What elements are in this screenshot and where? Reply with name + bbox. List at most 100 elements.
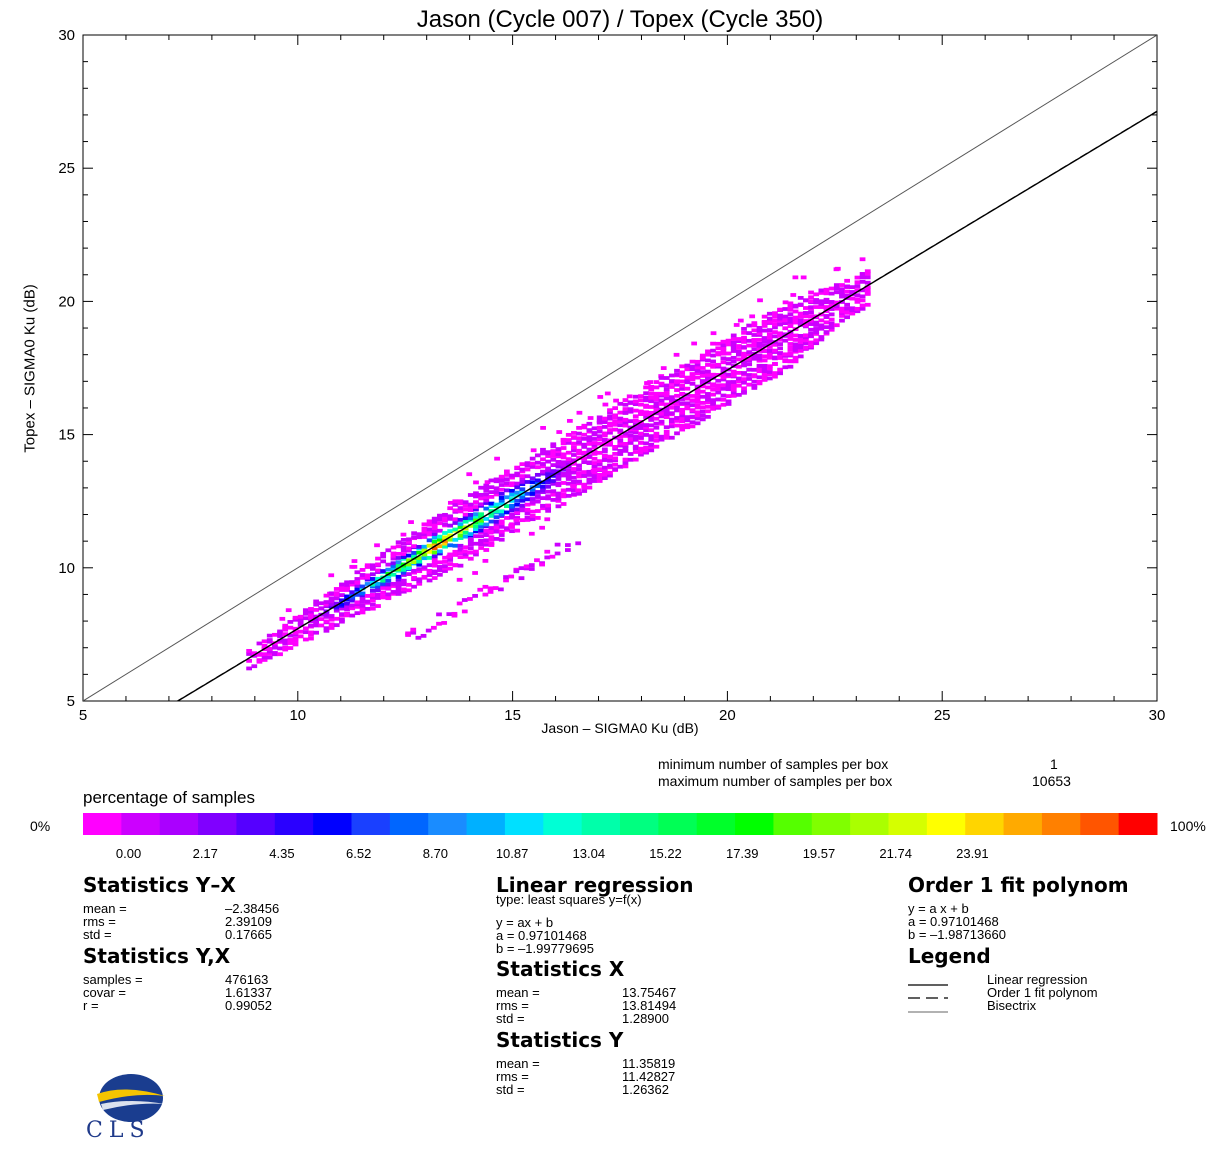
heatmap-cell (792, 359, 799, 364)
heatmap-cell (699, 370, 706, 374)
heatmap-cell (272, 645, 278, 649)
heatmap-cell (859, 257, 866, 262)
heatmap-cell (787, 312, 794, 317)
heatmap-cell (660, 366, 667, 370)
heatmap-cell (756, 331, 763, 336)
heatmap-cell (436, 572, 443, 577)
heatmap-cell (772, 334, 778, 339)
heatmap-cell (581, 470, 588, 475)
heatmap-cell (344, 611, 350, 616)
heatmap-cell (555, 496, 562, 501)
heatmap-cell (632, 426, 639, 430)
heatmap-cell (498, 496, 505, 500)
heatmap-cell (540, 457, 546, 462)
heatmap-cell (545, 450, 552, 455)
heatmap-cell (818, 291, 825, 295)
heatmap-cell (627, 407, 634, 412)
heatmap-cell (493, 525, 500, 530)
heatmap-cell (730, 380, 737, 384)
heatmap-cell (741, 354, 747, 359)
heatmap-cell (519, 507, 526, 512)
heatmap-cell (560, 455, 567, 460)
colorbar-tick-label: 8.70 (423, 846, 448, 861)
heatmap-cell (272, 632, 278, 637)
heatmap-cell (550, 449, 557, 453)
heatmap-cell (735, 357, 742, 362)
heatmap-cell (571, 488, 577, 493)
heatmap-cell (844, 289, 851, 294)
heatmap-cell (720, 343, 727, 348)
heatmap-cell (617, 448, 624, 453)
heatmap-cell (627, 433, 634, 438)
heatmap-cell (498, 483, 505, 487)
heatmap-cell (493, 515, 500, 520)
heatmap-cell (694, 413, 701, 418)
heatmap-cell (725, 372, 732, 377)
heatmap-cell (349, 580, 356, 584)
heatmap-cell (648, 384, 655, 389)
stats-row: mean = 13.75467 (496, 985, 677, 1000)
heatmap-cell (741, 386, 747, 391)
heatmap-cell (509, 488, 515, 493)
heatmap-cell (797, 314, 804, 319)
heatmap-cell (493, 509, 500, 514)
heatmap-cell (792, 303, 799, 308)
heatmap-cell (555, 473, 562, 478)
heatmap-cell (653, 438, 660, 443)
heatmap-cell (487, 586, 494, 591)
heatmap-cell (549, 554, 556, 559)
heatmap-cell (849, 290, 856, 294)
heatmap-cell (431, 532, 438, 536)
heatmap-cell (560, 502, 567, 506)
heatmap-cell (803, 306, 809, 310)
heatmap-cell (411, 560, 417, 565)
heatmap-cell (351, 559, 358, 563)
heatmap-cell (653, 407, 660, 412)
heatmap-cell (487, 589, 494, 594)
stats-yx-title: Statistics Y–X (83, 873, 236, 897)
heatmap-cell (756, 356, 763, 361)
colorbar-tick-label: 4.35 (269, 846, 294, 861)
colorbar-tick-label: 19.57 (803, 846, 836, 861)
stats-row: rms = 13.81494 (496, 998, 677, 1013)
heatmap-cell (715, 397, 722, 402)
heatmap-cell (648, 395, 655, 400)
heatmap-cell (833, 323, 840, 328)
heatmap-cell (782, 307, 789, 311)
heatmap-cell (339, 585, 345, 590)
heatmap-cell (607, 428, 613, 432)
heatmap-cell (576, 474, 582, 479)
poly-a: a = 0.97101468 (908, 914, 999, 929)
heatmap-cell (482, 558, 489, 563)
colorbar-swatch (159, 813, 199, 835)
heatmap-cell (756, 328, 763, 333)
heatmap-cell (442, 555, 448, 560)
heatmap-cell (694, 371, 701, 375)
heatmap-cell (694, 365, 701, 370)
heatmap-cell (529, 465, 536, 469)
heatmap-cell (395, 574, 402, 579)
heatmap-cell (395, 560, 402, 565)
heatmap-cell (400, 573, 407, 577)
heatmap-cell (426, 527, 433, 532)
heatmap-cell (302, 630, 309, 635)
heatmap-cell (643, 433, 649, 437)
heatmap-cell (735, 364, 742, 369)
heatmap-cell (813, 338, 820, 343)
heatmap-cell (684, 379, 691, 384)
heatmap-cell (466, 472, 473, 477)
heatmap-cell (741, 360, 747, 365)
heatmap-cell (586, 454, 593, 459)
heatmap-cell (390, 564, 397, 568)
heatmap-cell (643, 410, 649, 415)
heatmap-cell (457, 499, 464, 504)
heatmap-cell (498, 474, 505, 479)
heatmap-cell (488, 519, 495, 524)
heatmap-cell (349, 606, 356, 611)
heatmap-cell (833, 283, 840, 288)
heatmap-cell (674, 423, 680, 428)
colorbar-tick-label: 13.04 (573, 846, 606, 861)
heatmap-cell (715, 386, 722, 391)
heatmap-cell (369, 566, 376, 571)
heatmap-cell (803, 341, 809, 346)
